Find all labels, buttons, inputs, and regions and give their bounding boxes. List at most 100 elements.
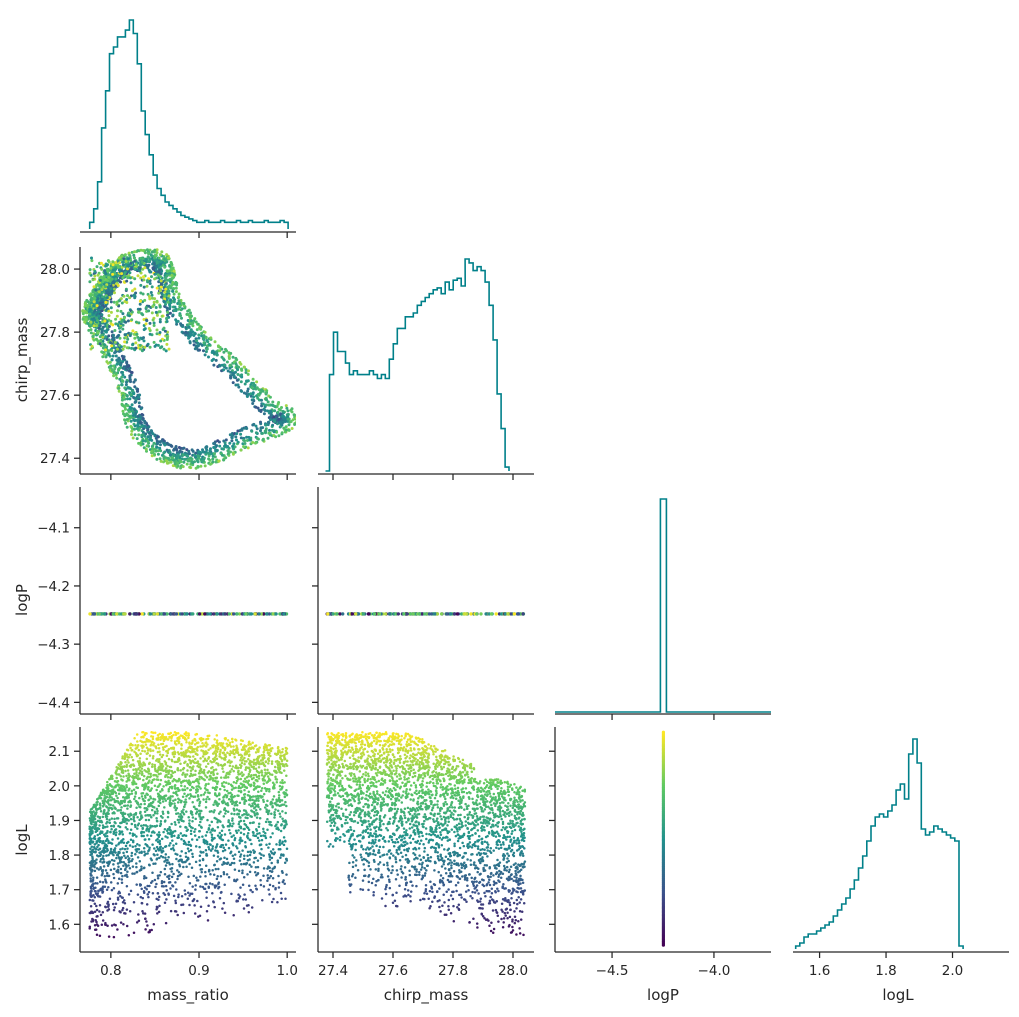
scatter-point [213,756,217,759]
scatter-point [164,767,168,770]
scatter-point [146,440,150,444]
scatter-point [159,459,163,463]
scatter-point [132,779,135,782]
scatter-point [233,868,237,871]
scatter-point [120,375,124,379]
scatter-point [148,332,152,336]
scatter-point [253,612,257,616]
scatter-point [115,335,119,339]
scatter-point [143,434,147,438]
scatter-point [331,612,335,616]
scatter-point [124,856,127,860]
scatter-point [188,819,191,822]
scatter-point [110,828,113,831]
scatter-point [153,731,157,735]
scatter-point [133,296,137,300]
scatter-point [182,302,186,305]
scatter-point [256,859,260,862]
scatter-point [420,612,424,616]
scatter-point [218,752,222,756]
scatter-point [228,764,232,768]
scatter-point [129,419,133,423]
scatter-point [124,260,128,263]
scatter-point [196,344,200,348]
scatter-point [125,774,128,778]
scatter-point [217,459,221,463]
scatter-point [100,306,104,310]
scatter-point [252,399,256,403]
scatter-point [155,299,159,303]
scatter-point [201,337,205,341]
scatter-point [105,320,109,323]
scatter-point [271,877,275,880]
scatter-point [192,786,195,790]
scatter-point [198,823,201,827]
scatter-point [148,282,152,285]
scatter-point [168,264,172,268]
scatter-point [262,874,265,877]
scatter-point [277,790,281,794]
scatter-point [254,431,258,435]
scatter-point [121,818,125,821]
scatter-point [231,381,235,385]
scatter-point [169,795,172,798]
scatter-point [150,765,154,769]
scatter-point [147,309,151,313]
scatter-point [153,847,156,850]
scatter-point [168,305,172,309]
scatter-point [144,263,148,267]
scatter-point [197,333,201,337]
scatter-point [291,418,295,422]
scatter-point [239,766,242,769]
scatter-point [280,824,283,827]
scatter-point [96,612,100,616]
scatter-point [207,904,210,907]
scatter-point [439,612,444,616]
scatter-point [296,416,299,419]
scatter-point [143,298,147,302]
scatter-point [143,850,146,853]
scatter-point [157,895,161,899]
scatter-point [153,256,156,260]
scatter-point [152,340,156,344]
scatter-point [266,879,269,883]
scatter-point [122,923,125,926]
scatter-point [132,380,136,384]
scatter-point [188,822,191,825]
scatter-point [206,842,209,846]
scatter-point [114,261,118,265]
scatter-point [201,858,205,862]
scatter-point [152,612,156,616]
scatter-point [279,422,283,426]
scatter-point [194,817,197,821]
scatter-point [124,383,128,387]
scatter-point [163,867,167,871]
scatter-point [156,912,159,915]
scatter-point [239,743,243,746]
scatter-point [273,816,276,819]
scatter-point [125,346,129,350]
scatter-point [213,445,217,449]
scatter-point [276,750,280,754]
scatter-point [282,836,286,839]
scatter-point [111,260,115,264]
scatter-point [131,832,135,835]
scatter-point [140,349,144,353]
scatter-point [127,840,130,844]
scatter-point [240,367,243,371]
scatter-point [245,439,249,442]
scatter-point [120,354,124,358]
scatter-point [214,358,218,362]
scatter-point [212,854,216,857]
scatter-point [173,760,177,764]
scatter-point [133,277,137,281]
scatter-point [97,843,100,847]
scatter-point [100,333,104,337]
scatter-point [277,847,281,851]
scatter-point [103,799,107,803]
scatter-point [104,825,107,829]
scatter-point [127,311,131,315]
scatter-point [267,771,271,775]
scatter-point [183,761,186,765]
scatter-point [140,795,144,798]
